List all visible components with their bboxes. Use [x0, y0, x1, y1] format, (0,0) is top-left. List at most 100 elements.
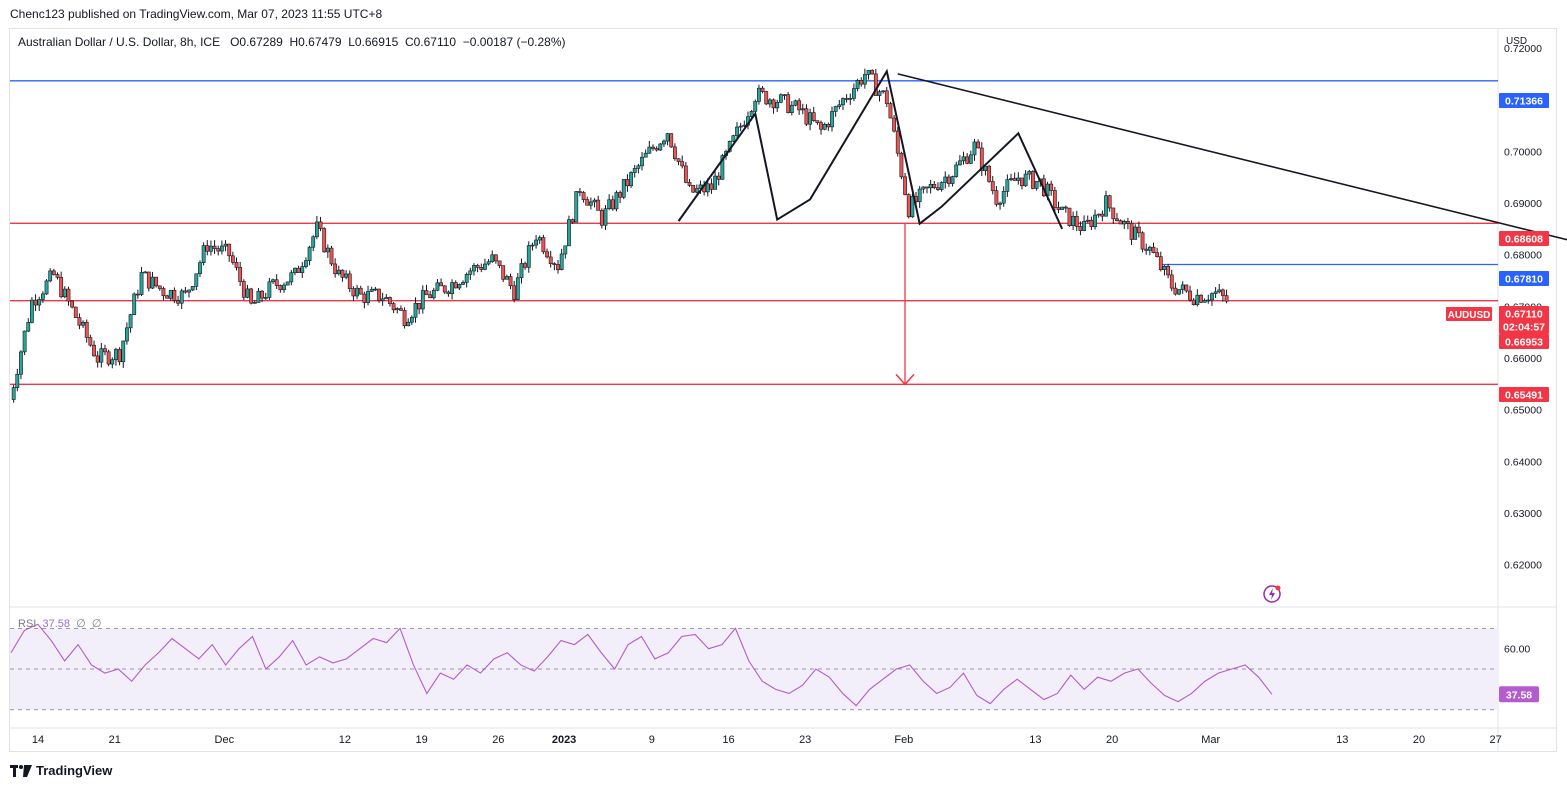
candle-body [150, 276, 155, 289]
candle-body [976, 141, 981, 149]
candle-body [73, 306, 78, 318]
candle-body [859, 80, 864, 85]
candle-body [841, 98, 845, 106]
candle-body [366, 291, 370, 303]
candle-body [157, 285, 162, 289]
candle-body [1151, 246, 1156, 253]
price-badge-text: 0.67110 [1505, 309, 1543, 321]
price-badge [1499, 93, 1549, 108]
price-badge [1499, 334, 1549, 349]
candle-body [252, 302, 257, 304]
candle-body [249, 288, 254, 304]
candle-body [234, 262, 239, 268]
candle-body [658, 143, 663, 151]
candle-body [778, 94, 783, 103]
candle-body [55, 274, 60, 278]
y-tick-label: 0.68000 [1504, 250, 1542, 262]
candle-body [939, 182, 944, 190]
candle-body [713, 175, 717, 190]
candle-body [475, 265, 480, 268]
candle-body [402, 310, 407, 327]
candle-body [373, 288, 378, 291]
candle-body [99, 348, 104, 363]
candle-body [852, 88, 856, 99]
symbol-badge-text: AUDUSD [1448, 310, 1491, 321]
candle-body [461, 282, 465, 285]
footer-brand[interactable]: TradingView [10, 763, 112, 778]
candle-body [77, 317, 82, 326]
candle-body [545, 251, 549, 258]
candle-body [775, 102, 780, 109]
candle-body [888, 103, 893, 119]
candle-body [146, 271, 151, 289]
candle-body [848, 98, 853, 100]
candle-body [245, 288, 250, 298]
candle-body [680, 161, 685, 167]
candle-body [380, 298, 385, 301]
candle-body [125, 327, 129, 342]
candle-body [877, 91, 882, 96]
target-arrow-head [895, 373, 915, 386]
candle-body [1107, 195, 1112, 209]
candle-body [771, 99, 776, 109]
candle-body [106, 351, 111, 365]
zigzag-pattern [677, 68, 1064, 230]
candle-body [282, 284, 286, 291]
candle-body [654, 148, 659, 151]
candle-body [928, 184, 933, 189]
price-badge-text: 0.71366 [1505, 96, 1543, 108]
candle-body [139, 272, 144, 295]
candle-body [1147, 246, 1152, 251]
candle-body [662, 140, 666, 145]
footer-brand-label: TradingView [36, 763, 113, 778]
candle-body [1221, 289, 1225, 296]
candle-body [435, 282, 440, 291]
candle-body [110, 359, 115, 365]
candle-body [19, 351, 23, 375]
candle-body [1009, 178, 1013, 180]
candle-body [88, 337, 93, 346]
candle-body [103, 348, 107, 353]
candle-body [187, 289, 191, 293]
candle-body [819, 122, 823, 130]
publish-caption: Chenc123 published on TradingView.com, M… [10, 7, 383, 21]
replay-bolt-icon[interactable] [1262, 584, 1282, 604]
candle-body [362, 293, 367, 303]
candle-body [406, 321, 411, 327]
x-tick-label: Feb [894, 734, 913, 746]
candle-body [1206, 299, 1211, 302]
candle-body [983, 165, 988, 171]
candle-body [1177, 289, 1181, 295]
candle-body [325, 247, 330, 253]
candle-body [464, 274, 469, 283]
candle-body [987, 165, 991, 182]
candle-body [205, 245, 210, 252]
candle-body [899, 152, 904, 178]
candle-body [135, 293, 140, 296]
candle-body [764, 91, 769, 105]
candle-body [201, 245, 206, 263]
candle-body [223, 243, 228, 247]
rsi-label: RSI [18, 618, 37, 630]
candle-body [808, 112, 812, 125]
candle-body [472, 265, 476, 272]
candle-body [1071, 215, 1076, 227]
candle-body [230, 255, 235, 263]
candle-body [610, 199, 615, 210]
candle-body [1012, 178, 1017, 181]
candle-body [804, 108, 809, 125]
candle-body [954, 164, 959, 177]
candle-body [40, 293, 45, 300]
candles [11, 68, 1229, 403]
candle-body [1093, 214, 1097, 227]
candle-body [209, 245, 213, 252]
price-badge-text: 0.68608 [1505, 234, 1543, 246]
candle-body [534, 239, 538, 246]
candle-body [351, 288, 356, 297]
x-tick-label: 21 [109, 734, 121, 746]
candle-body [384, 297, 389, 300]
rsi-pane [10, 623, 1498, 711]
candle-body [26, 322, 31, 332]
x-tick-label: 27 [1490, 734, 1502, 746]
